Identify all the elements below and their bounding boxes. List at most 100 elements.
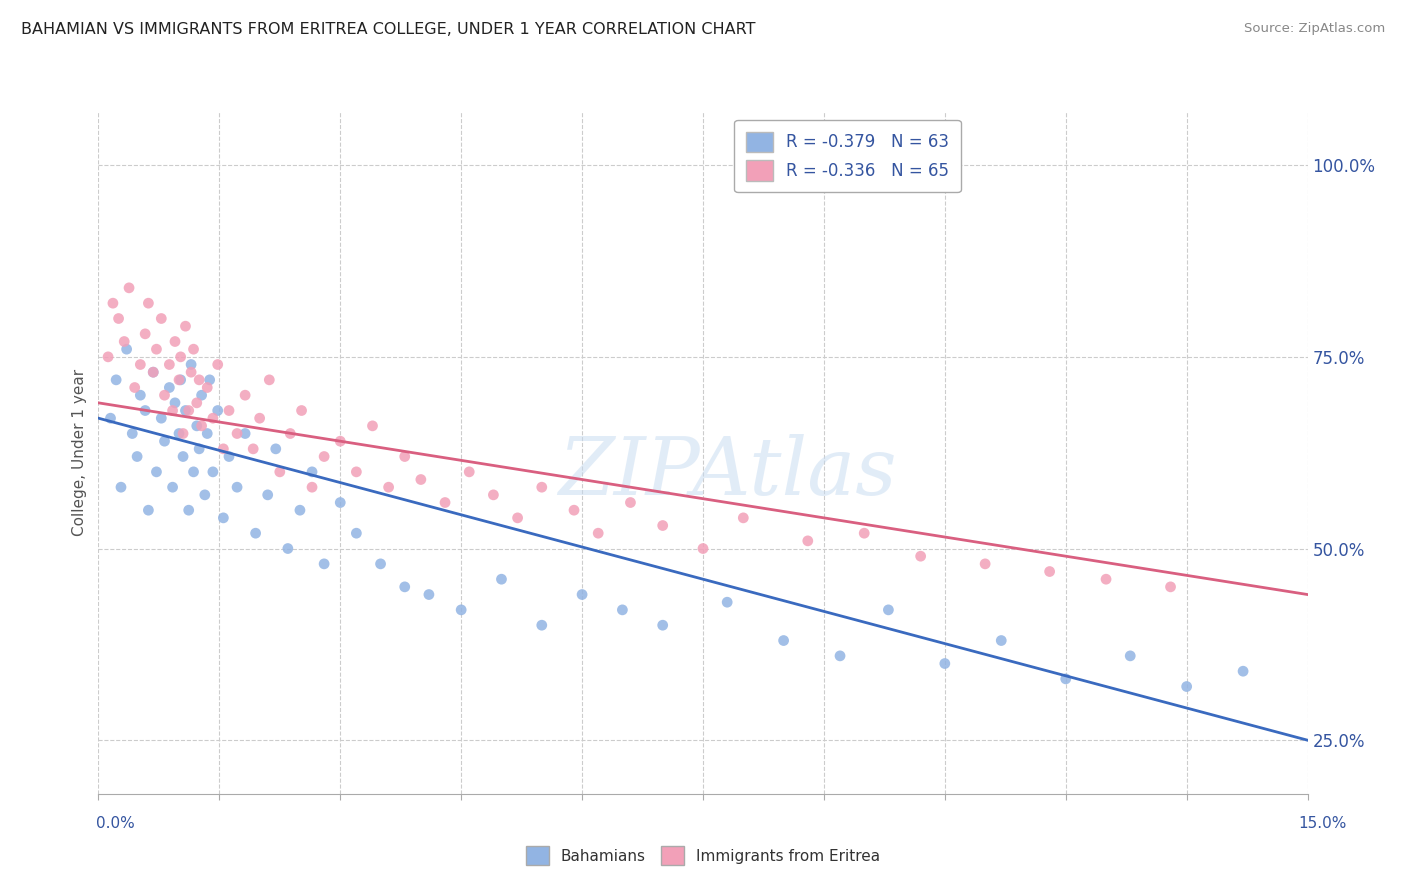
Point bbox=[183, 465, 205, 479]
Point bbox=[692, 541, 714, 556]
Point bbox=[370, 557, 392, 571]
Point bbox=[150, 411, 173, 425]
Point bbox=[186, 396, 208, 410]
Point bbox=[619, 495, 641, 509]
Point bbox=[177, 503, 200, 517]
Point bbox=[195, 426, 218, 441]
Point bbox=[1119, 648, 1142, 663]
Point bbox=[1175, 680, 1198, 694]
Text: 15.0%: 15.0% bbox=[1299, 816, 1347, 831]
Point bbox=[107, 311, 129, 326]
Point bbox=[218, 403, 240, 417]
Point bbox=[530, 480, 553, 494]
Point bbox=[226, 480, 249, 494]
Point bbox=[118, 281, 141, 295]
Point bbox=[314, 450, 336, 464]
Point bbox=[101, 296, 124, 310]
Point bbox=[188, 373, 211, 387]
Point bbox=[188, 442, 211, 456]
Point bbox=[1160, 580, 1182, 594]
Point bbox=[186, 418, 208, 433]
Point bbox=[97, 350, 120, 364]
Point bbox=[150, 311, 173, 326]
Point bbox=[409, 473, 432, 487]
Point bbox=[129, 358, 152, 372]
Point bbox=[201, 465, 224, 479]
Point bbox=[190, 418, 212, 433]
Point bbox=[651, 618, 673, 632]
Point bbox=[124, 380, 146, 394]
Point bbox=[145, 465, 167, 479]
Point bbox=[934, 657, 956, 671]
Point bbox=[290, 403, 312, 417]
Point bbox=[434, 495, 457, 509]
Point bbox=[301, 480, 323, 494]
Point bbox=[174, 403, 197, 417]
Point bbox=[245, 526, 267, 541]
Point bbox=[506, 511, 529, 525]
Point bbox=[530, 618, 553, 632]
Point bbox=[278, 426, 301, 441]
Point bbox=[264, 442, 287, 456]
Point bbox=[134, 326, 156, 341]
Point bbox=[138, 296, 160, 310]
Point bbox=[482, 488, 505, 502]
Point bbox=[269, 465, 291, 479]
Point bbox=[105, 373, 128, 387]
Point bbox=[450, 603, 472, 617]
Point bbox=[167, 426, 190, 441]
Point bbox=[180, 358, 202, 372]
Point bbox=[301, 465, 323, 479]
Point bbox=[910, 549, 932, 564]
Point bbox=[458, 465, 481, 479]
Point bbox=[153, 388, 176, 402]
Point bbox=[233, 426, 256, 441]
Point bbox=[974, 557, 997, 571]
Point bbox=[142, 365, 165, 379]
Point bbox=[162, 403, 184, 417]
Point bbox=[190, 388, 212, 402]
Point bbox=[169, 350, 191, 364]
Point bbox=[138, 503, 160, 517]
Point bbox=[344, 526, 367, 541]
Point bbox=[180, 365, 202, 379]
Point bbox=[145, 342, 167, 356]
Point bbox=[177, 403, 200, 417]
Point bbox=[207, 403, 229, 417]
Point bbox=[571, 588, 593, 602]
Point bbox=[153, 434, 176, 449]
Point bbox=[121, 426, 143, 441]
Point bbox=[288, 503, 311, 517]
Point bbox=[157, 380, 180, 394]
Point bbox=[183, 342, 205, 356]
Point bbox=[157, 358, 180, 372]
Point bbox=[201, 411, 224, 425]
Point bbox=[394, 580, 416, 594]
Point bbox=[115, 342, 138, 356]
Point bbox=[212, 511, 235, 525]
Point bbox=[100, 411, 122, 425]
Point bbox=[394, 450, 416, 464]
Point bbox=[134, 403, 156, 417]
Point bbox=[218, 450, 240, 464]
Text: BAHAMIAN VS IMMIGRANTS FROM ERITREA COLLEGE, UNDER 1 YEAR CORRELATION CHART: BAHAMIAN VS IMMIGRANTS FROM ERITREA COLL… bbox=[21, 22, 755, 37]
Point bbox=[162, 480, 184, 494]
Point bbox=[167, 373, 190, 387]
Point bbox=[1232, 664, 1254, 678]
Legend: Bahamians, Immigrants from Eritrea: Bahamians, Immigrants from Eritrea bbox=[520, 840, 886, 871]
Point bbox=[259, 373, 281, 387]
Point bbox=[207, 358, 229, 372]
Text: Source: ZipAtlas.com: Source: ZipAtlas.com bbox=[1244, 22, 1385, 36]
Point bbox=[344, 465, 367, 479]
Point bbox=[562, 503, 585, 517]
Point bbox=[256, 488, 278, 502]
Point bbox=[491, 572, 513, 586]
Point bbox=[990, 633, 1012, 648]
Point bbox=[212, 442, 235, 456]
Point bbox=[377, 480, 399, 494]
Point bbox=[329, 434, 352, 449]
Point bbox=[127, 450, 149, 464]
Point bbox=[1039, 565, 1062, 579]
Point bbox=[194, 488, 217, 502]
Point bbox=[1095, 572, 1118, 586]
